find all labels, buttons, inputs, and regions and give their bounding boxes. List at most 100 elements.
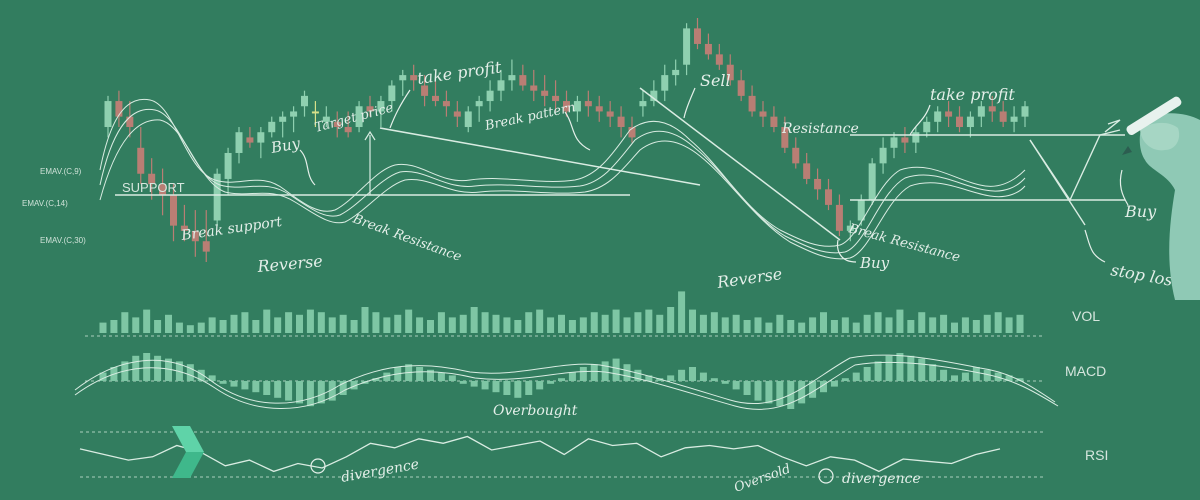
candle — [126, 101, 134, 138]
macd-bar — [197, 369, 205, 381]
candle — [399, 69, 407, 96]
macd-bar — [852, 372, 860, 381]
candle-body — [126, 116, 134, 128]
resistance-label: Resistance — [781, 121, 859, 137]
candle — [650, 80, 658, 107]
volume-bar — [972, 320, 980, 333]
break-pattern-label: Break pattern — [483, 100, 577, 134]
candle-body — [857, 199, 865, 221]
candle-body — [879, 147, 887, 164]
candle-body — [846, 225, 854, 231]
macd-bar — [208, 375, 216, 381]
volume-bar — [361, 307, 369, 333]
macd-bar — [350, 381, 358, 390]
candle — [279, 111, 287, 138]
candle — [442, 90, 450, 117]
candle — [453, 101, 461, 128]
volume-bar — [143, 309, 151, 333]
volume-bar — [503, 317, 511, 333]
candle — [901, 127, 909, 153]
volume-bar — [121, 312, 129, 333]
volume-bar — [601, 314, 609, 333]
candle-body — [486, 90, 494, 102]
macd-bar — [743, 381, 751, 395]
candle — [857, 194, 865, 226]
volume-bar — [994, 312, 1002, 333]
volume-bar — [339, 314, 347, 333]
candle — [988, 95, 996, 122]
candle-body — [279, 116, 287, 122]
candle-body — [759, 111, 767, 117]
candle — [923, 116, 931, 138]
candle — [672, 59, 680, 86]
macd-bar — [427, 369, 434, 381]
macd-bar — [274, 381, 282, 398]
candle-body — [781, 127, 789, 148]
candle-body — [737, 80, 745, 96]
candle — [792, 137, 800, 169]
macd-bar — [514, 381, 522, 398]
macd-bar — [317, 381, 325, 404]
candle-body — [399, 75, 407, 81]
macd-bar — [907, 355, 915, 381]
volume-bar — [241, 312, 249, 333]
macd-bar — [165, 358, 172, 381]
macd-bar — [765, 381, 773, 404]
macd-bar — [678, 369, 686, 381]
volume-bar — [175, 322, 183, 333]
candle — [344, 111, 352, 138]
macd-bar — [525, 381, 533, 395]
candle — [890, 132, 898, 159]
candle-body — [541, 90, 549, 96]
macd-bar — [634, 369, 642, 381]
volume-bar — [219, 320, 227, 333]
candle-body — [148, 173, 156, 185]
brand-logo-mark — [172, 426, 204, 478]
macd-bar — [667, 375, 675, 381]
macd-bar — [470, 381, 478, 387]
volume-bar — [820, 312, 827, 333]
candle-body — [202, 241, 210, 252]
macd-bar — [612, 358, 620, 381]
divergence-label-2: divergence — [842, 471, 921, 487]
macd-bar — [219, 381, 227, 384]
candle — [683, 23, 691, 76]
macd-bar — [590, 364, 598, 381]
candle — [639, 90, 647, 117]
macd-bar — [285, 381, 293, 401]
volume-bar — [765, 322, 773, 333]
volume-bar — [558, 314, 565, 333]
candle-body — [159, 184, 167, 195]
candle-body — [868, 163, 876, 200]
candle-body — [355, 106, 363, 128]
volume-bar — [841, 317, 849, 333]
macd-bar — [951, 375, 958, 381]
macd-bar — [372, 378, 380, 381]
candle-body — [322, 116, 330, 122]
candle-body — [901, 137, 909, 143]
volume-bar — [754, 317, 762, 333]
candle-body — [257, 132, 265, 143]
macd-bar — [863, 367, 871, 381]
candle-body — [497, 80, 505, 91]
candle — [410, 64, 418, 91]
macd-bar — [776, 381, 784, 407]
candle-body — [650, 90, 658, 102]
candle-body — [792, 147, 800, 164]
vol-label: VOL — [1072, 308, 1100, 324]
oversold-label: Oversold — [732, 462, 792, 496]
volume-bar — [579, 317, 587, 333]
candle-body — [301, 95, 308, 107]
candle — [584, 90, 592, 117]
macd-bar — [689, 367, 696, 381]
volume-bar — [874, 312, 882, 333]
candle — [1010, 106, 1018, 133]
stop-loss-pointer — [1084, 229, 1106, 263]
volume-bar — [590, 312, 598, 333]
candle — [628, 116, 636, 143]
candle-body — [410, 75, 418, 81]
take-profit-label-2: take profit — [930, 85, 1015, 104]
candle-body — [235, 132, 243, 153]
candle — [726, 54, 734, 86]
buy-pointer-1 — [299, 149, 316, 186]
